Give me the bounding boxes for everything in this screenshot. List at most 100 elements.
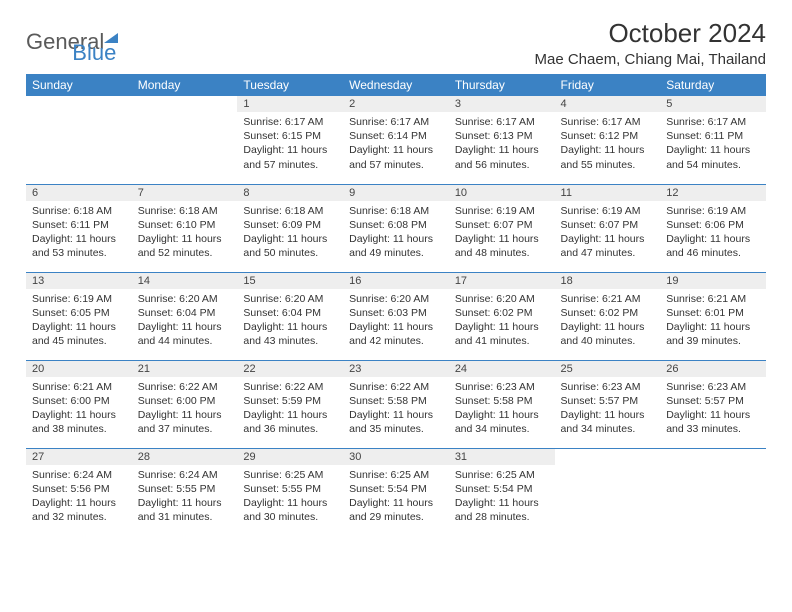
- daylight-text: Daylight: 11 hours and 53 minutes.: [32, 232, 126, 260]
- calendar-cell: 13Sunrise: 6:19 AMSunset: 6:05 PMDayligh…: [26, 272, 132, 360]
- day-number: 9: [343, 185, 449, 201]
- daylight-text: Daylight: 11 hours and 39 minutes.: [666, 320, 760, 348]
- day-details: Sunrise: 6:17 AMSunset: 6:13 PMDaylight:…: [449, 112, 555, 178]
- day-details: Sunrise: 6:18 AMSunset: 6:08 PMDaylight:…: [343, 201, 449, 267]
- sunset-text: Sunset: 6:15 PM: [243, 129, 337, 143]
- sunset-text: Sunset: 6:08 PM: [349, 218, 443, 232]
- sunrise-text: Sunrise: 6:17 AM: [455, 115, 549, 129]
- daylight-text: Daylight: 11 hours and 37 minutes.: [138, 408, 232, 436]
- daylight-text: Daylight: 11 hours and 41 minutes.: [455, 320, 549, 348]
- day-number: 13: [26, 273, 132, 289]
- sunrise-text: Sunrise: 6:20 AM: [243, 292, 337, 306]
- logo-text-blue: Blue: [72, 40, 116, 66]
- day-details: Sunrise: 6:20 AMSunset: 6:02 PMDaylight:…: [449, 289, 555, 355]
- logo: General Blue: [26, 18, 116, 66]
- sunrise-text: Sunrise: 6:21 AM: [666, 292, 760, 306]
- day-details: Sunrise: 6:17 AMSunset: 6:15 PMDaylight:…: [237, 112, 343, 178]
- sunrise-text: Sunrise: 6:21 AM: [32, 380, 126, 394]
- day-details: Sunrise: 6:21 AMSunset: 6:00 PMDaylight:…: [26, 377, 132, 443]
- sunset-text: Sunset: 5:56 PM: [32, 482, 126, 496]
- calendar-cell: 23Sunrise: 6:22 AMSunset: 5:58 PMDayligh…: [343, 360, 449, 448]
- day-number: 25: [555, 361, 661, 377]
- day-details: Sunrise: 6:21 AMSunset: 6:01 PMDaylight:…: [660, 289, 766, 355]
- calendar-cell: [555, 448, 661, 536]
- calendar-row: 1Sunrise: 6:17 AMSunset: 6:15 PMDaylight…: [26, 96, 766, 184]
- day-details: Sunrise: 6:19 AMSunset: 6:05 PMDaylight:…: [26, 289, 132, 355]
- day-details: Sunrise: 6:25 AMSunset: 5:54 PMDaylight:…: [449, 465, 555, 531]
- sunrise-text: Sunrise: 6:23 AM: [455, 380, 549, 394]
- sunset-text: Sunset: 6:04 PM: [138, 306, 232, 320]
- day-details: Sunrise: 6:20 AMSunset: 6:04 PMDaylight:…: [132, 289, 238, 355]
- day-number: 24: [449, 361, 555, 377]
- daylight-text: Daylight: 11 hours and 52 minutes.: [138, 232, 232, 260]
- calendar-row: 20Sunrise: 6:21 AMSunset: 6:00 PMDayligh…: [26, 360, 766, 448]
- sunset-text: Sunset: 5:59 PM: [243, 394, 337, 408]
- sunset-text: Sunset: 6:11 PM: [666, 129, 760, 143]
- month-title: October 2024: [534, 18, 766, 49]
- day-number: 3: [449, 96, 555, 112]
- sunset-text: Sunset: 5:58 PM: [455, 394, 549, 408]
- day-details: Sunrise: 6:25 AMSunset: 5:54 PMDaylight:…: [343, 465, 449, 531]
- sunrise-text: Sunrise: 6:17 AM: [561, 115, 655, 129]
- day-number: 28: [132, 449, 238, 465]
- daylight-text: Daylight: 11 hours and 33 minutes.: [666, 408, 760, 436]
- daylight-text: Daylight: 11 hours and 45 minutes.: [32, 320, 126, 348]
- day-details: Sunrise: 6:22 AMSunset: 5:58 PMDaylight:…: [343, 377, 449, 443]
- day-number: 16: [343, 273, 449, 289]
- calendar-cell: 5Sunrise: 6:17 AMSunset: 6:11 PMDaylight…: [660, 96, 766, 184]
- calendar-body: 1Sunrise: 6:17 AMSunset: 6:15 PMDaylight…: [26, 96, 766, 536]
- sunset-text: Sunset: 6:07 PM: [455, 218, 549, 232]
- daylight-text: Daylight: 11 hours and 46 minutes.: [666, 232, 760, 260]
- sunset-text: Sunset: 5:55 PM: [243, 482, 337, 496]
- sunrise-text: Sunrise: 6:25 AM: [349, 468, 443, 482]
- day-number: 11: [555, 185, 661, 201]
- day-details: Sunrise: 6:23 AMSunset: 5:58 PMDaylight:…: [449, 377, 555, 443]
- day-details: Sunrise: 6:23 AMSunset: 5:57 PMDaylight:…: [555, 377, 661, 443]
- daylight-text: Daylight: 11 hours and 35 minutes.: [349, 408, 443, 436]
- sunset-text: Sunset: 6:10 PM: [138, 218, 232, 232]
- day-details: Sunrise: 6:25 AMSunset: 5:55 PMDaylight:…: [237, 465, 343, 531]
- daylight-text: Daylight: 11 hours and 29 minutes.: [349, 496, 443, 524]
- calendar-cell: 7Sunrise: 6:18 AMSunset: 6:10 PMDaylight…: [132, 184, 238, 272]
- title-block: October 2024 Mae Chaem, Chiang Mai, Thai…: [534, 18, 766, 68]
- daylight-text: Daylight: 11 hours and 47 minutes.: [561, 232, 655, 260]
- sunset-text: Sunset: 5:58 PM: [349, 394, 443, 408]
- calendar-cell: [660, 448, 766, 536]
- daylight-text: Daylight: 11 hours and 49 minutes.: [349, 232, 443, 260]
- day-number: 27: [26, 449, 132, 465]
- day-number: 6: [26, 185, 132, 201]
- day-number: 29: [237, 449, 343, 465]
- day-number: 1: [237, 96, 343, 112]
- day-header: Monday: [132, 74, 238, 96]
- sunset-text: Sunset: 6:12 PM: [561, 129, 655, 143]
- day-number: 22: [237, 361, 343, 377]
- daylight-text: Daylight: 11 hours and 32 minutes.: [32, 496, 126, 524]
- daylight-text: Daylight: 11 hours and 54 minutes.: [666, 143, 760, 171]
- calendar-cell: 25Sunrise: 6:23 AMSunset: 5:57 PMDayligh…: [555, 360, 661, 448]
- sunset-text: Sunset: 6:13 PM: [455, 129, 549, 143]
- day-number: [26, 96, 132, 112]
- sunset-text: Sunset: 6:05 PM: [32, 306, 126, 320]
- calendar-cell: 9Sunrise: 6:18 AMSunset: 6:08 PMDaylight…: [343, 184, 449, 272]
- calendar-cell: 8Sunrise: 6:18 AMSunset: 6:09 PMDaylight…: [237, 184, 343, 272]
- sunset-text: Sunset: 5:57 PM: [561, 394, 655, 408]
- day-details: Sunrise: 6:20 AMSunset: 6:04 PMDaylight:…: [237, 289, 343, 355]
- day-details: Sunrise: 6:21 AMSunset: 6:02 PMDaylight:…: [555, 289, 661, 355]
- day-header: Saturday: [660, 74, 766, 96]
- day-number: [660, 449, 766, 465]
- calendar-cell: 11Sunrise: 6:19 AMSunset: 6:07 PMDayligh…: [555, 184, 661, 272]
- day-details: Sunrise: 6:22 AMSunset: 5:59 PMDaylight:…: [237, 377, 343, 443]
- calendar-cell: 12Sunrise: 6:19 AMSunset: 6:06 PMDayligh…: [660, 184, 766, 272]
- calendar-cell: 14Sunrise: 6:20 AMSunset: 6:04 PMDayligh…: [132, 272, 238, 360]
- calendar-cell: 24Sunrise: 6:23 AMSunset: 5:58 PMDayligh…: [449, 360, 555, 448]
- header: General Blue October 2024 Mae Chaem, Chi…: [26, 18, 766, 68]
- sunrise-text: Sunrise: 6:19 AM: [32, 292, 126, 306]
- calendar-head: SundayMondayTuesdayWednesdayThursdayFrid…: [26, 74, 766, 96]
- calendar-row: 6Sunrise: 6:18 AMSunset: 6:11 PMDaylight…: [26, 184, 766, 272]
- daylight-text: Daylight: 11 hours and 40 minutes.: [561, 320, 655, 348]
- day-number: 2: [343, 96, 449, 112]
- day-details: Sunrise: 6:19 AMSunset: 6:07 PMDaylight:…: [449, 201, 555, 267]
- sunset-text: Sunset: 5:55 PM: [138, 482, 232, 496]
- sunrise-text: Sunrise: 6:23 AM: [561, 380, 655, 394]
- day-number: 17: [449, 273, 555, 289]
